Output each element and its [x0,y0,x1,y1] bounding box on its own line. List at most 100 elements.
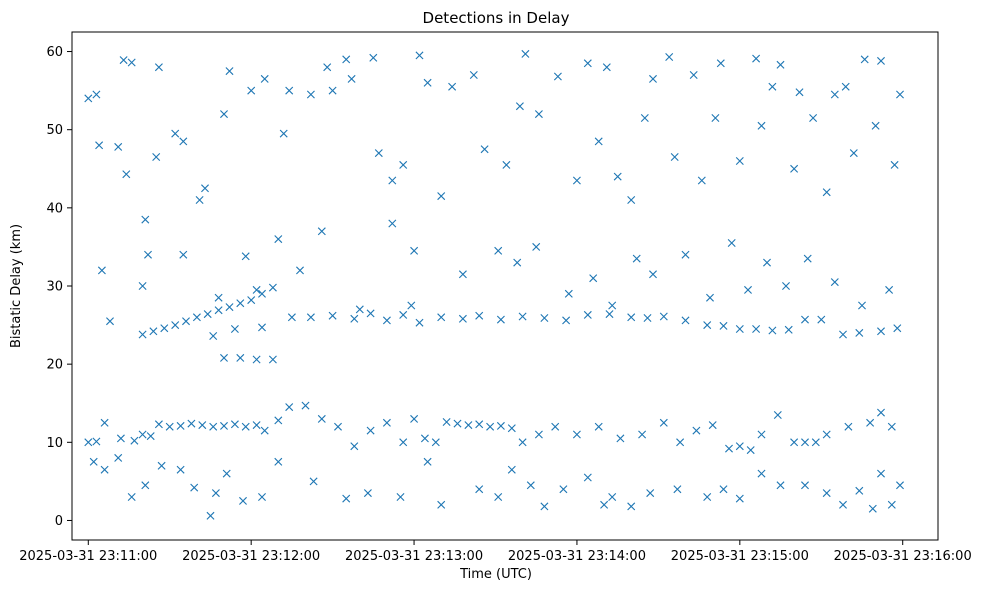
data-point [138,430,147,439]
data-point [600,500,609,509]
data-point [363,489,372,498]
data-point [676,438,685,447]
data-point [388,176,397,185]
data-point [437,192,446,201]
data-point [475,311,484,320]
data-point [171,321,180,330]
data-point [708,421,717,430]
data-point [410,246,419,255]
data-point [659,418,668,427]
data-point [877,469,885,478]
data-point [301,401,310,410]
x-tick-label: 2025-03-31 23:15:00 [671,549,809,564]
y-tick-label: 40 [46,201,63,216]
data-point [306,313,315,322]
data-point [608,493,617,501]
data-point [553,72,562,81]
data-point [84,94,93,103]
data-point [727,239,736,247]
data-point [534,110,543,119]
data-point [382,418,391,427]
data-point [572,430,581,439]
data-point [122,170,131,179]
y-tick-label: 30 [46,280,63,295]
data-point [236,353,245,362]
data-point [100,465,109,474]
data-point [399,438,408,447]
data-point [214,306,223,315]
data-point [209,332,218,340]
data-point [114,453,123,462]
data-point [157,461,166,470]
data-point [486,422,495,431]
data-point [274,235,283,244]
data-point [719,321,728,330]
chart-title: Detections in Delay [423,9,570,27]
data-point [632,254,641,263]
data-point [534,430,543,439]
data-point [858,301,866,310]
data-point [366,426,375,435]
data-point [149,327,158,336]
data-point [453,419,462,428]
data-point [328,311,337,320]
data-point [496,421,505,430]
data-point [187,419,196,428]
data-point [206,511,215,520]
data-point [790,164,799,173]
data-point [681,250,690,259]
data-point [382,316,391,325]
data-point [627,196,636,204]
data-point [583,473,592,482]
data-point [192,313,201,322]
data-point [673,485,682,494]
data-point [757,121,766,130]
data-point [154,63,163,72]
data-point [388,219,397,228]
data-point [458,270,467,279]
data-point [643,314,652,322]
data-point [420,434,429,443]
data-point [138,330,147,339]
data-point [627,502,636,511]
data-point [784,325,793,334]
data-point [252,421,261,430]
data-point [551,422,560,431]
data-point [437,500,446,509]
data-point [350,442,359,451]
data-point [887,422,896,431]
data-point [138,282,147,290]
data-point [415,318,424,327]
data-point [703,321,712,330]
data-point [89,457,98,466]
data-point [692,426,701,435]
data-point [735,442,744,451]
x-tick-label: 2025-03-31 23:12:00 [182,549,320,564]
data-point [179,137,188,146]
x-tick-label: 2025-03-31 23:13:00 [345,549,483,564]
data-point [328,86,337,95]
data-point [317,227,326,236]
data-point [801,481,809,490]
data-point [583,310,592,319]
data-point [100,418,109,427]
data-point [342,55,351,64]
data-point [306,90,315,99]
data-point [817,315,826,324]
data-point [154,420,163,429]
data-point [287,313,296,322]
data-point [719,485,728,494]
data-point [725,444,733,453]
data-point [697,176,706,185]
data-point [518,438,527,447]
data-point [711,114,720,122]
data-point [247,86,256,95]
data-point [613,172,622,181]
data-point [160,324,169,333]
data-point [521,49,530,58]
data-point [605,310,614,319]
data-point [839,500,847,509]
data-point [649,74,657,83]
